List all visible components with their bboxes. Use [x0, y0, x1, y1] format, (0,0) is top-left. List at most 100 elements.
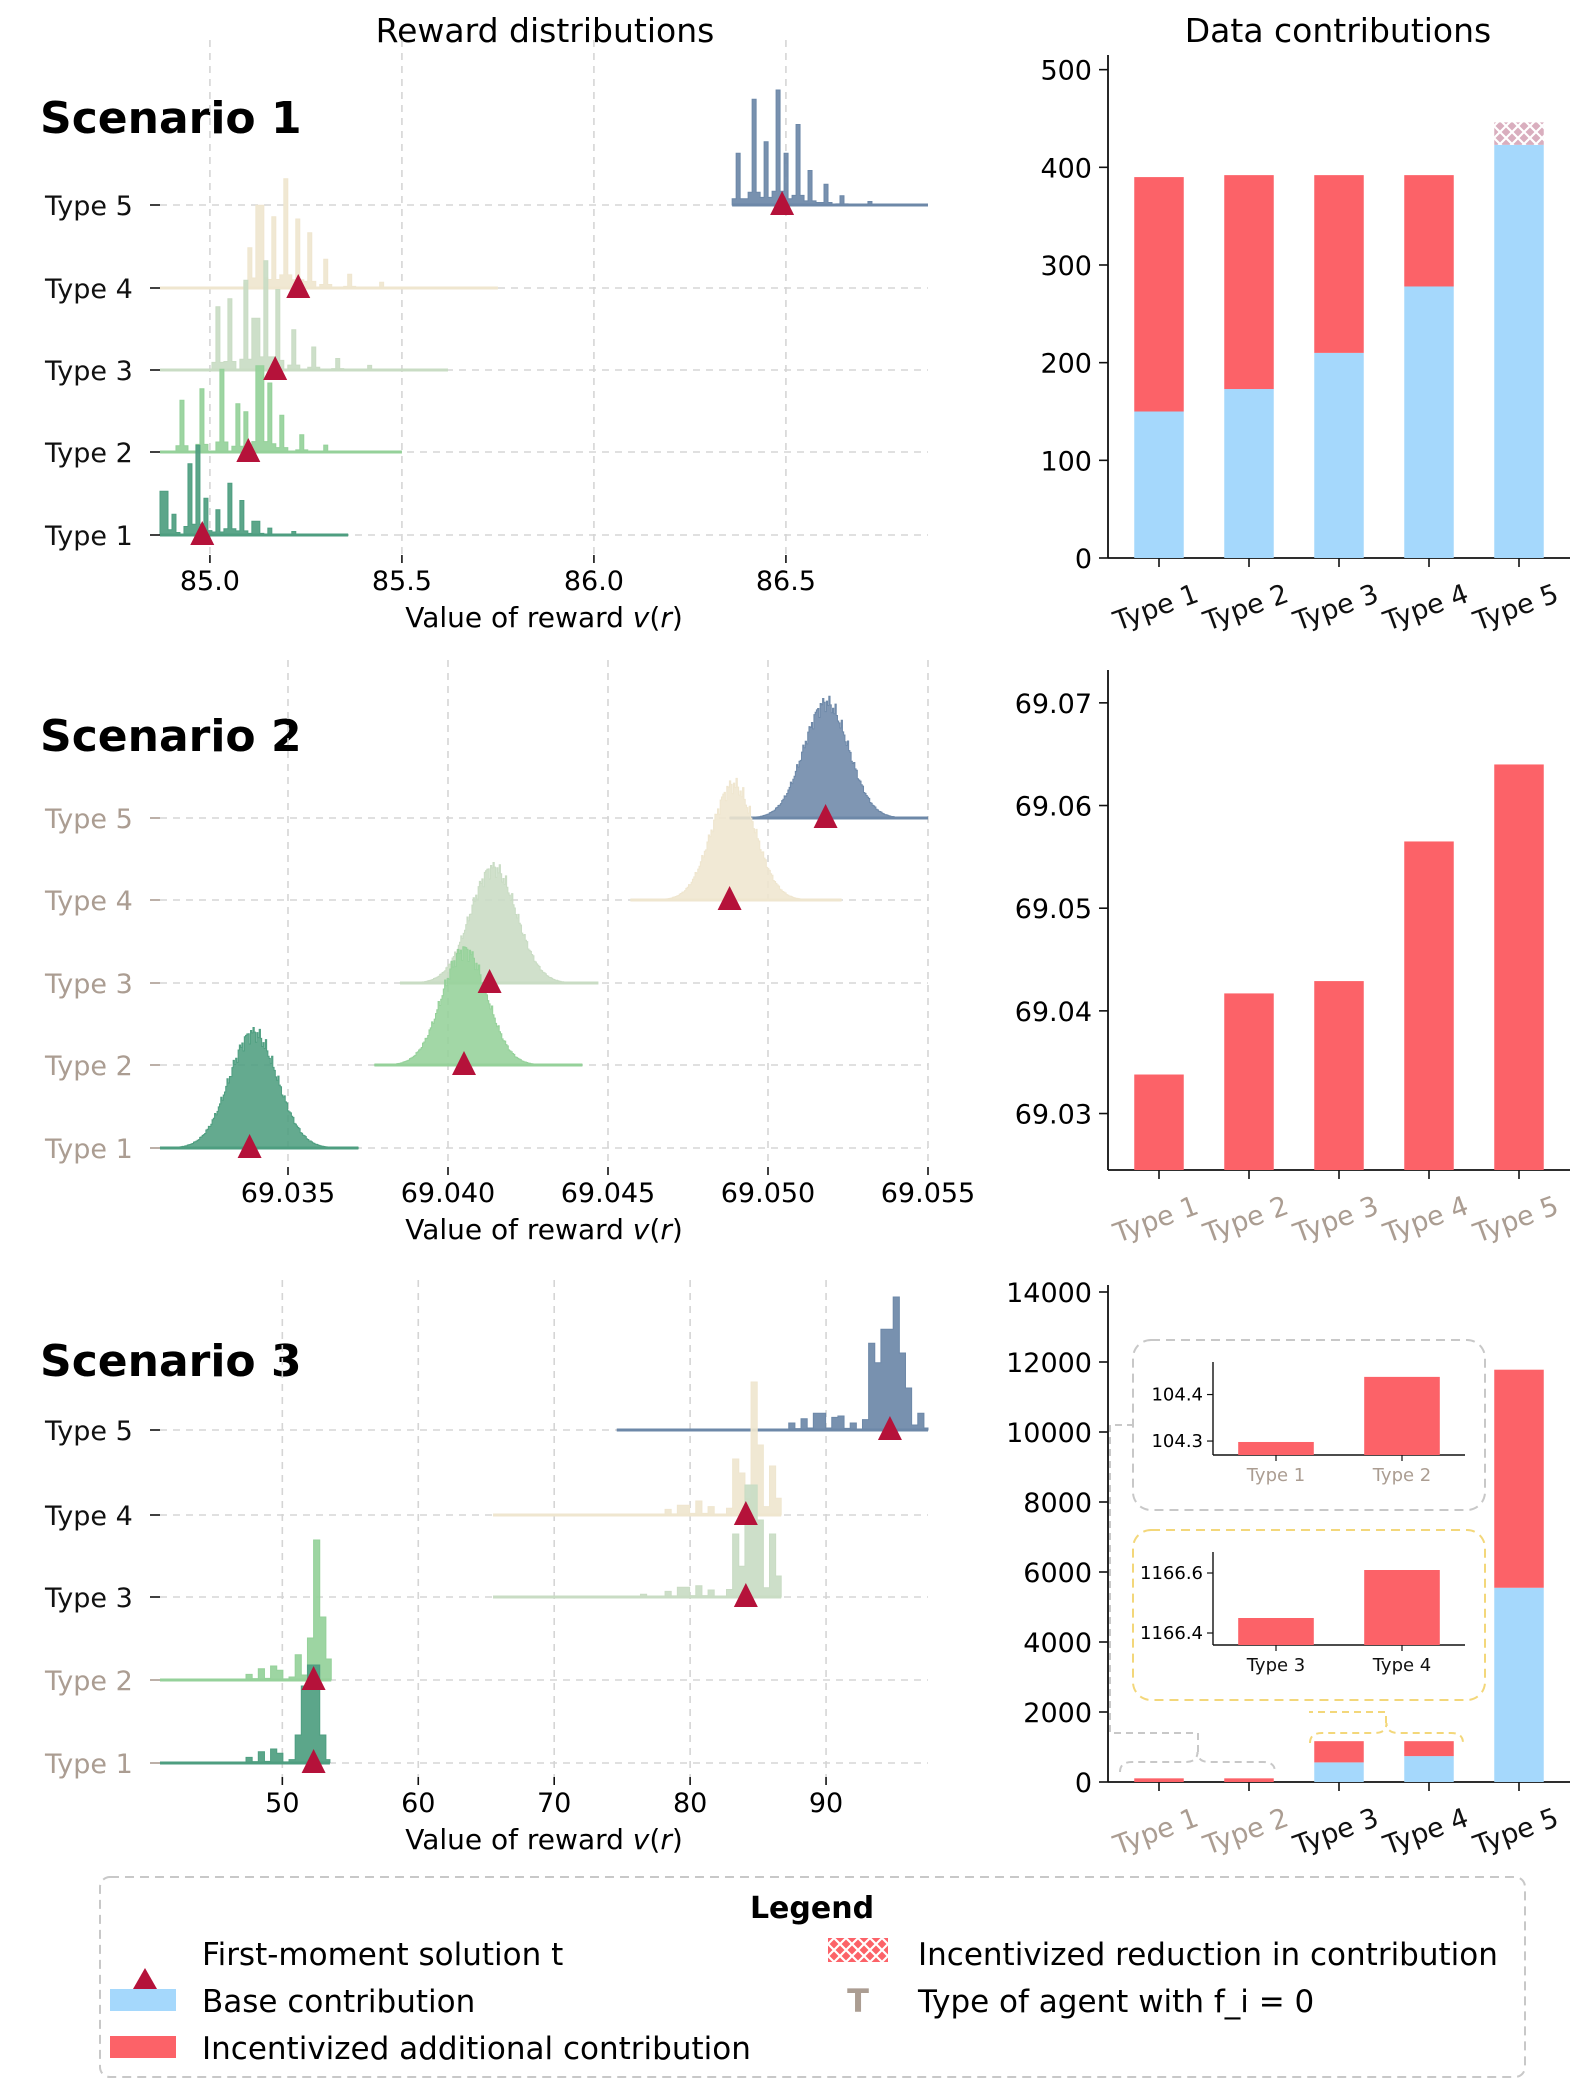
x-axis-label: Value of reward v(r) [405, 1823, 683, 1856]
ytick-label: Type 2 [44, 1666, 133, 1697]
xtick-label: 86.5 [756, 566, 816, 597]
ytick-label: 69.03 [1015, 1100, 1092, 1131]
x-axis-label-paren2: ) [672, 1213, 683, 1246]
xtick-label: 85.5 [372, 566, 432, 597]
legend-marker-swatch [133, 1968, 157, 1989]
left-column-title: Reward distributions [376, 11, 715, 50]
inset-xtick-label-type-1: Type 1 [1246, 1465, 1306, 1486]
xtick-label: 70 [537, 1788, 571, 1819]
type-label-type-4: Type 4 [44, 274, 160, 305]
x-axis-label-text: Value of reward [405, 1213, 633, 1246]
scenario-2-title: Scenario 2 [40, 711, 302, 762]
right-column-title: Data contributions [1185, 11, 1491, 50]
first-moment-marker-type-1 [237, 1134, 262, 1158]
legend-marker-label: First-moment solution t [202, 1937, 563, 1973]
legend-additional-label: Incentivized additional contribution [202, 2031, 751, 2067]
xtick-label: 69.045 [561, 1178, 655, 1209]
ytick-label: 2000 [1023, 1698, 1092, 1729]
distribution-type-5 [616, 1296, 929, 1431]
xtick-label-type-4: Type 4 [1379, 1802, 1473, 1861]
distribution-type-3 [160, 260, 448, 371]
bar-group-type-4 [1404, 175, 1454, 558]
xtick-label-type-4: Type 4 [1379, 578, 1473, 637]
ytick-label: Type 4 [44, 886, 133, 917]
bar-incentivized-additional-contribution-type-2 [1224, 993, 1274, 1170]
x-axis-label-var2: r [660, 601, 673, 634]
xtick-label-type-3: Type 3 [1289, 1802, 1383, 1861]
distribution-type-5 [729, 695, 928, 819]
bar-base-contribution-type-1 [1134, 411, 1184, 558]
inset-bar-type-2 [1364, 1376, 1440, 1455]
bar-base-contribution-type-5 [1494, 1587, 1544, 1782]
xtick-label: 69.040 [401, 1178, 495, 1209]
bar-incentivized-additional-contribution-type-2 [1224, 175, 1274, 390]
legend: Legend First-moment solution t Incentivi… [99, 1876, 1526, 2078]
bar-base-contribution-type-4 [1404, 286, 1454, 558]
ytick-label: 300 [1040, 251, 1092, 282]
inset-xtick-label-type-2: Type 2 [1372, 1465, 1432, 1486]
x-axis-label-paren1: ( [649, 1213, 660, 1246]
legend-reduction-swatch [828, 1938, 888, 1962]
ytick-label: Type 3 [44, 969, 133, 1000]
bar-group-type-3 [1314, 1741, 1364, 1782]
inset-xtick-label-type-3: Type 3 [1246, 1655, 1306, 1676]
bar-incentivized-additional-contribution-type-3 [1314, 175, 1364, 353]
inset-bar-type-4 [1364, 1570, 1440, 1645]
xtick-label: 69.055 [881, 1178, 975, 1209]
bar-incentivized-additional-contribution-type-5 [1494, 764, 1544, 1170]
bar-group-type-4 [1404, 841, 1454, 1170]
legend-title: Legend [750, 1891, 874, 1926]
ytick-label: 8000 [1023, 1488, 1092, 1519]
ytick-label: 69.04 [1015, 997, 1092, 1028]
x-axis-label-text: Value of reward [405, 1823, 633, 1856]
type-label-type-1: Type 1 [44, 1134, 160, 1165]
inset-ytick-label: 1166.6 [1140, 1563, 1203, 1584]
inset-type3-type4: 1166.4 1166.6 Type 3 Type 4 [1132, 1529, 1486, 1701]
ytick-label: Type 1 [44, 521, 133, 552]
first-moment-marker-type-4 [717, 886, 742, 910]
xtick-label-type-4: Type 4 [1379, 1190, 1473, 1249]
connector-yellow [1309, 1711, 1387, 1723]
ytick-label: Type 3 [44, 1583, 133, 1614]
bar-group-type-2 [1224, 993, 1274, 1170]
first-moment-marker-type-3 [263, 356, 288, 380]
x-axis-label-paren1: ( [649, 1823, 660, 1856]
ytick-label: 6000 [1023, 1558, 1092, 1589]
xtick-label: 86.0 [564, 566, 624, 597]
first-moment-marker-type-3 [733, 1583, 758, 1607]
ytick-label: Type 5 [44, 191, 133, 222]
ytick-label: 12000 [1006, 1348, 1092, 1379]
first-moment-marker-type-3 [477, 969, 502, 993]
bar-base-contribution-type-3 [1314, 352, 1364, 558]
bar-group-type-4 [1404, 1741, 1454, 1782]
type-label-type-5: Type 5 [44, 804, 160, 835]
bar-base-contribution-type-4 [1404, 1756, 1454, 1782]
x-axis-label-paren1: ( [649, 601, 660, 634]
xtick-label: 85.0 [180, 566, 240, 597]
type-label-type-5: Type 5 [44, 1416, 160, 1447]
bar-group-type-2 [1224, 1778, 1274, 1782]
ytick-label: Type 1 [44, 1749, 133, 1780]
inset-ytick-label: 104.4 [1151, 1385, 1203, 1406]
legend-base-swatch [110, 1989, 176, 2011]
ytick-label: Type 4 [44, 274, 133, 305]
type-label-type-1: Type 1 [44, 1749, 160, 1780]
scenario-1-title: Scenario 1 [40, 93, 302, 144]
type-label-type-4: Type 4 [44, 886, 160, 917]
first-moment-marker-type-4 [286, 274, 311, 298]
inset-bar-type-1 [1238, 1441, 1314, 1455]
scenario-3-reward-panel: Scenario 3 Type 1 Type 2 Type 3 Type 4 Type 5… [40, 1280, 929, 1856]
bar-incentivized-additional-contribution-type-1 [1134, 177, 1184, 412]
ytick-label: Type 4 [44, 1501, 133, 1532]
bar-group-type-1 [1134, 1074, 1184, 1170]
legend-box [99, 1876, 1526, 2078]
ytick-label: 0 [1075, 1768, 1092, 1799]
first-moment-marker-type-1 [190, 521, 215, 545]
first-moment-marker-type-5 [770, 191, 795, 215]
xtick-label-type-1: Type 1 [1109, 578, 1203, 637]
xtick-label: 50 [265, 1788, 299, 1819]
ytick-label: 14000 [1006, 1278, 1092, 1309]
inset-ytick-label: 104.3 [1151, 1431, 1203, 1452]
